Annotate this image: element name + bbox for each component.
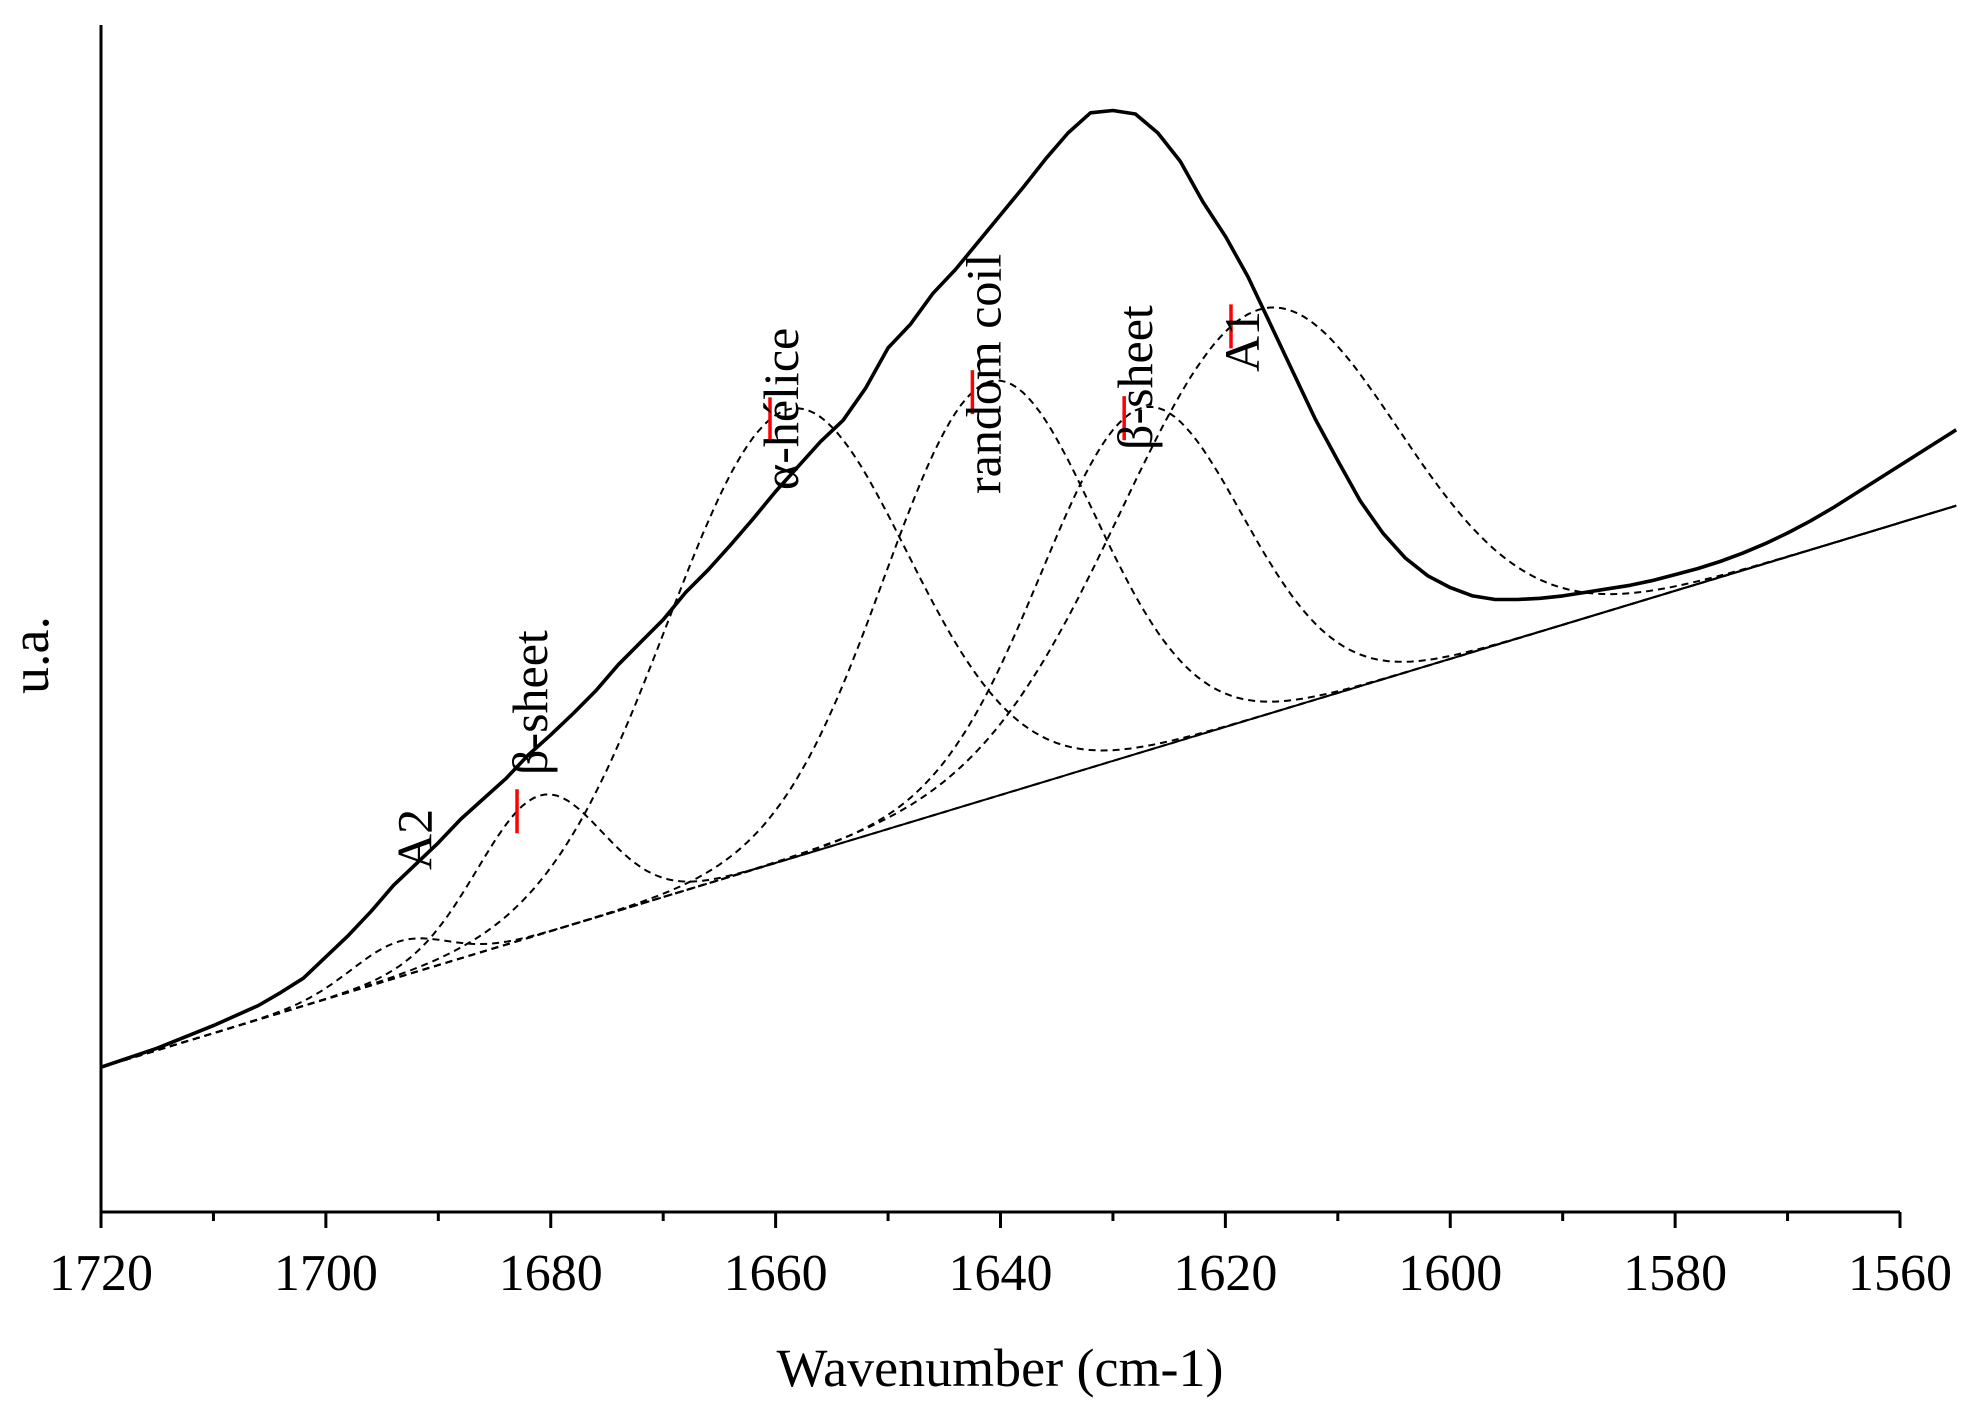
x-axis-ticks xyxy=(99,1212,1902,1228)
x-tick-label: 1580 xyxy=(1623,1245,1727,1302)
x-tick-label: 1680 xyxy=(499,1245,603,1302)
component-curve-3 xyxy=(100,407,1957,1069)
component-curve-4 xyxy=(100,379,1957,1069)
band-labels: A2 β-sheet α-hélice random coil β-sheet A1 xyxy=(387,254,1270,870)
y-axis-title: u.a. xyxy=(0,616,60,694)
x-tick-label: 1720 xyxy=(49,1245,153,1302)
band-label: A1 xyxy=(1214,311,1270,372)
band-markers xyxy=(515,304,1233,834)
band-label: β-sheet xyxy=(1107,305,1163,450)
x-tick-label: 1700 xyxy=(274,1245,378,1302)
band-label: A2 xyxy=(387,809,443,870)
band-label: β-sheet xyxy=(502,630,558,775)
component-curve-5 xyxy=(100,406,1957,1069)
measured-spectrum-line xyxy=(100,108,1958,1069)
band-label: α-hélice xyxy=(753,328,809,490)
x-axis-title: Wavenumber (cm-1) xyxy=(777,1338,1224,1398)
x-tick-label: 1600 xyxy=(1398,1245,1502,1302)
fitted-components xyxy=(100,306,1957,1069)
axes: 1720 1700 1680 1660 1640 1620 1600 1580 1560 xyxy=(49,25,1952,1302)
component-curve-6 xyxy=(100,306,1957,1069)
x-tick-label: 1620 xyxy=(1173,1245,1277,1302)
x-axis-tick-labels: 1720 1700 1680 1660 1640 1620 1600 1580 1560 xyxy=(49,1245,1952,1302)
plot-area xyxy=(100,108,1958,1069)
x-tick-label: 1660 xyxy=(724,1245,828,1302)
band-label: random coil xyxy=(955,254,1011,494)
x-tick-label: 1560 xyxy=(1848,1245,1952,1302)
x-tick-label: 1640 xyxy=(949,1245,1053,1302)
